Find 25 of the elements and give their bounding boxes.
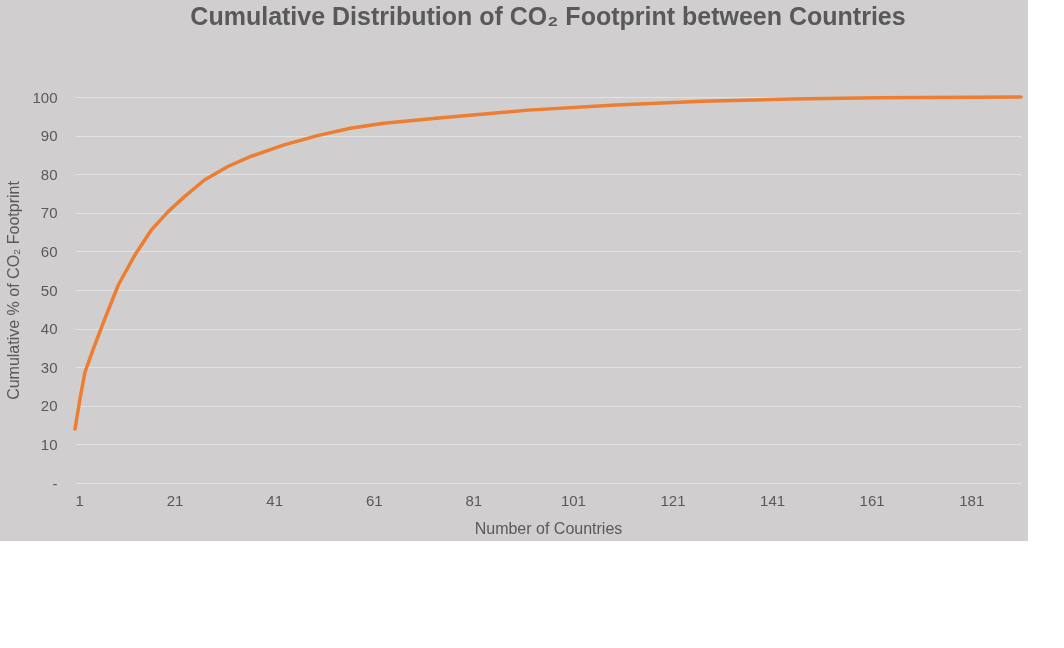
x-tick-label: 141 <box>760 491 786 509</box>
line-series <box>73 95 1023 431</box>
x-tick-label: 61 <box>365 491 383 509</box>
y-tick-label: 70 <box>40 204 58 222</box>
y-tick-label: - <box>52 474 58 492</box>
y-tick-label: 20 <box>40 397 58 415</box>
x-tick-label: 21 <box>166 491 184 509</box>
x-tick-label: 181 <box>959 491 985 509</box>
x-tick-label: 81 <box>465 491 483 509</box>
y-axis-title: Cumulative % of CO₂ Footprint <box>5 180 23 400</box>
x-tick-label: 41 <box>266 491 283 509</box>
x-axis-title: Number of Countries <box>474 519 623 537</box>
y-tick-label: 80 <box>40 165 58 183</box>
x-tick-label: 101 <box>560 491 586 509</box>
x-tick-label: 161 <box>859 491 885 509</box>
y-tick-label: 100 <box>32 88 58 106</box>
chart-title: Cumulative Distribution of CO₂ Footprint between Countries <box>190 2 906 30</box>
y-tick-label: 50 <box>40 281 58 299</box>
y-tick-label: 90 <box>40 127 58 145</box>
x-tick-label: 121 <box>660 491 686 509</box>
y-tick-label: 60 <box>40 242 58 260</box>
y-tick-label: 10 <box>40 435 58 453</box>
x-tick-label: 1 <box>75 491 84 509</box>
y-tick-label: 30 <box>40 358 58 376</box>
y-tick-label: 40 <box>40 320 58 338</box>
